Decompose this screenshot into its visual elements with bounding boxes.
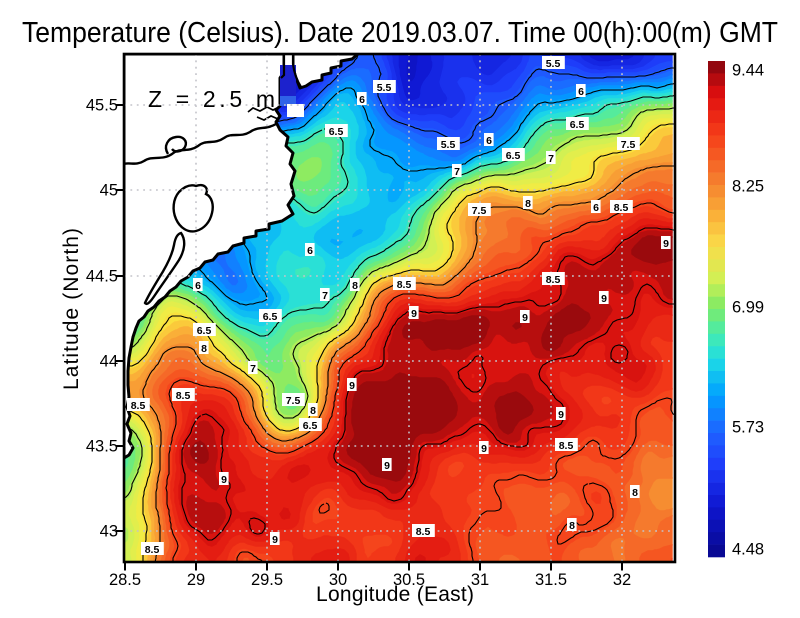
svg-text:4.48: 4.48 [732,541,764,559]
svg-text:8.5: 8.5 [546,274,561,286]
svg-text:43: 43 [100,523,118,541]
svg-text:8.5: 8.5 [131,400,146,412]
svg-text:9: 9 [384,460,390,472]
svg-text:30: 30 [329,571,347,589]
svg-text:8.5: 8.5 [397,279,412,291]
svg-text:Temperature (Celsius). Date 20: Temperature (Celsius). Date 2019.03.07. … [22,17,778,49]
svg-text:29: 29 [187,571,205,589]
svg-text:9: 9 [558,409,564,421]
svg-text:31: 31 [471,571,489,589]
svg-text:6.5: 6.5 [570,119,585,131]
svg-text:6.5: 6.5 [197,325,212,337]
svg-text:8.5: 8.5 [176,390,191,402]
svg-text:8.5: 8.5 [145,544,160,556]
svg-text:Latitude (North): Latitude (North) [60,228,83,390]
svg-text:6.5: 6.5 [329,126,344,138]
svg-text:31.5: 31.5 [535,571,567,589]
svg-text:7: 7 [322,290,328,302]
svg-text:44: 44 [100,353,118,371]
svg-text:7: 7 [454,166,460,178]
svg-text:5.73: 5.73 [732,419,764,437]
svg-text:9: 9 [411,308,417,320]
svg-text:6: 6 [486,135,492,147]
svg-text:8: 8 [525,198,531,210]
svg-text:9: 9 [221,474,227,486]
svg-text:7: 7 [548,153,554,165]
svg-text:45.5: 45.5 [86,97,118,115]
svg-text:7: 7 [250,363,256,375]
svg-text:6.5: 6.5 [263,311,278,323]
svg-text:29.5: 29.5 [251,571,283,589]
svg-text:5.5: 5.5 [546,58,561,70]
svg-text:8: 8 [569,520,575,532]
svg-text:6.99: 6.99 [732,299,764,317]
svg-text:9.44: 9.44 [732,62,764,80]
svg-text:6: 6 [359,94,365,106]
svg-text:9: 9 [522,312,528,324]
svg-text:9: 9 [663,238,669,250]
svg-text:9: 9 [349,380,355,392]
svg-text:44.5: 44.5 [86,268,118,286]
svg-text:6: 6 [593,202,599,214]
svg-text:28.5: 28.5 [109,571,141,589]
svg-text:7.5: 7.5 [621,139,636,151]
svg-text:45: 45 [100,182,118,200]
svg-text:8.5: 8.5 [559,440,574,452]
svg-text:7.5: 7.5 [286,395,301,407]
svg-text:8: 8 [352,280,358,292]
svg-text:5.5: 5.5 [441,139,456,151]
svg-text:6.5: 6.5 [506,150,521,162]
svg-text:7.5: 7.5 [472,205,487,217]
svg-text:Longitude (East): Longitude (East) [316,583,474,606]
svg-text:32: 32 [613,571,631,589]
svg-text:8.5: 8.5 [614,202,629,214]
svg-text:8: 8 [201,343,207,355]
svg-text:30.5: 30.5 [393,571,425,589]
svg-text:8: 8 [310,405,316,417]
svg-text:8: 8 [632,487,638,499]
svg-text:43.5: 43.5 [86,438,118,456]
svg-text:6.5: 6.5 [303,420,318,432]
svg-text:8.25: 8.25 [732,178,764,196]
svg-text:6: 6 [195,280,201,292]
svg-text:8.5: 8.5 [416,526,431,538]
svg-text:Z = 2.5 m: Z = 2.5 m [148,86,275,112]
svg-text:6: 6 [307,245,313,257]
svg-text:9: 9 [601,293,607,305]
svg-text:9: 9 [272,534,278,546]
svg-text:5.5: 5.5 [377,82,392,94]
svg-text:9: 9 [481,443,487,455]
svg-text:6: 6 [578,86,584,98]
